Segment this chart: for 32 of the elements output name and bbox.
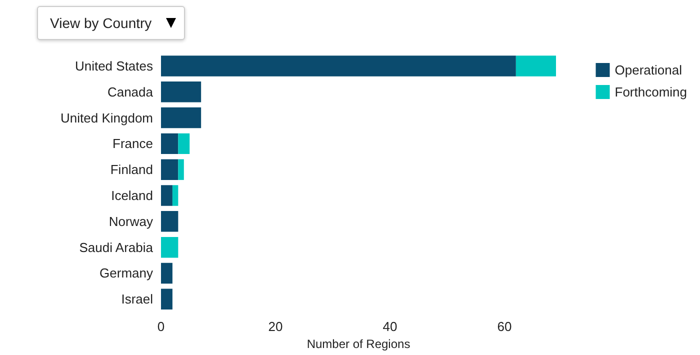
bar [161,288,172,310]
bar [172,185,178,206]
bar [161,236,178,258]
y-tick-label: Germany [100,266,154,281]
legend-label: Forthcoming [614,84,687,100]
country-dropdown: View by Country [37,6,185,40]
legend-label: Operational [614,62,682,78]
bar [161,185,172,206]
y-tick-label: Israel [121,292,154,307]
y-tick-label: France [112,136,153,152]
bar [161,133,178,154]
y-tick-label: Canada [107,84,154,100]
bar [516,56,556,76]
x-tick-label: 0 [157,319,165,334]
bar [178,159,184,180]
x-tick-label: 60 [497,319,512,334]
x-axis-title: Number of Regions [306,337,410,351]
bar [161,107,202,128]
bar [161,211,178,232]
y-tick-label: United States [74,58,154,74]
bar [161,82,202,102]
y-tick-label: United Kingdom [60,110,153,126]
y-tick-label: Finland [110,162,153,178]
x-tick-label: 20 [268,319,283,334]
bar [161,159,178,180]
bar [161,56,516,76]
y-tick-label: Norway [108,214,154,229]
y-tick-label: Iceland [111,188,153,204]
bar [161,262,172,284]
y-tick-label: Saudi Arabia [79,240,154,255]
bar [178,133,190,154]
x-tick-label: 40 [382,319,398,334]
